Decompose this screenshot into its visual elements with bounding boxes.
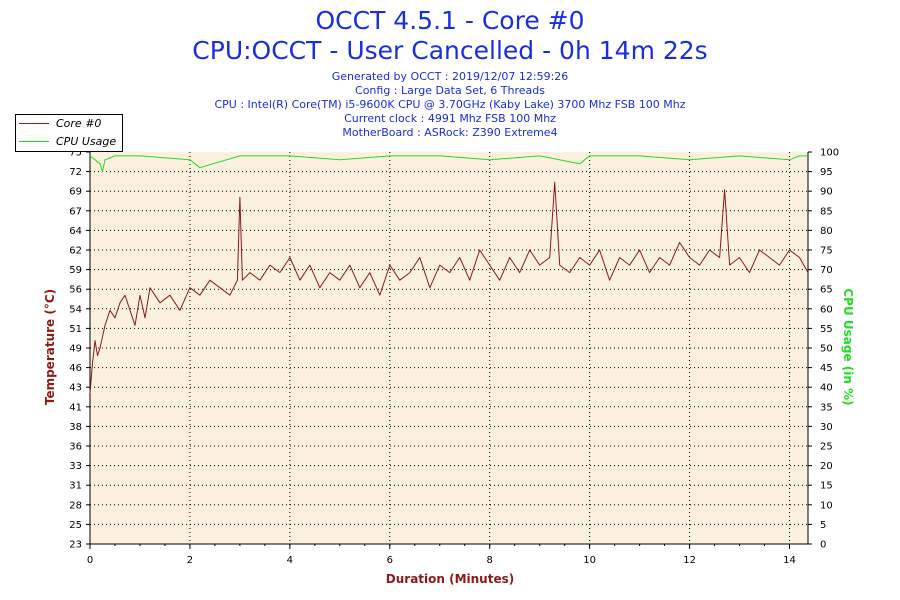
info-clock: Current clock : 4991 Mhz FSB 100 Mhz xyxy=(344,112,556,125)
series-line-cpu-usage xyxy=(89,155,808,173)
y-left-tick-label: 25 xyxy=(69,520,82,531)
y-right-tick-label: 100 xyxy=(820,148,839,159)
y-left-tick-label: 33 xyxy=(69,461,82,472)
x-tick-label: 14 xyxy=(783,555,796,566)
info-motherboard: MotherBoard : ASRock: Z390 Extreme4 xyxy=(342,126,558,139)
y-right-tick-label: 45 xyxy=(820,363,833,374)
y-right-tick-label: 10 xyxy=(820,500,833,511)
y-left-tick-label: 75 xyxy=(69,148,82,159)
y-left-tick-label: 46 xyxy=(69,363,82,374)
y-left-tick-label: 59 xyxy=(69,265,82,276)
y-left-tick-label: 49 xyxy=(69,344,82,355)
y-right-tick-label: 55 xyxy=(820,324,833,335)
y-left-tick-label: 51 xyxy=(69,324,82,335)
x-tick-label: 10 xyxy=(583,555,596,566)
y-right-tick-label: 35 xyxy=(820,402,833,413)
y-right-tick-label: 20 xyxy=(820,461,833,472)
y-left-tick-label: 41 xyxy=(69,402,82,413)
y-right-tick-label: 90 xyxy=(820,187,833,198)
y-right-tick-label: 65 xyxy=(820,285,833,296)
y-right-tick-label: 75 xyxy=(820,246,833,257)
y-right-tick-label: 0 xyxy=(820,540,826,551)
info-cpu: CPU : Intel(R) Core(TM) i5-9600K CPU @ 3… xyxy=(214,98,686,111)
y-right-tick-label: 80 xyxy=(820,226,833,237)
legend-swatch-core0 xyxy=(19,123,49,124)
y-left-tick-label: 54 xyxy=(69,304,82,315)
x-tick-label: 2 xyxy=(187,555,193,566)
y-left-tick-label: 36 xyxy=(69,442,82,453)
chart-subtitle: CPU:OCCT - User Cancelled - 0h 14m 22s xyxy=(192,36,708,65)
y-left-tick-label: 69 xyxy=(69,187,82,198)
y-right-tick-label: 60 xyxy=(820,304,833,315)
x-tick-label: 6 xyxy=(387,555,393,566)
legend-label-cpu-usage: CPU Usage xyxy=(56,135,117,148)
y-left-tick-label: 72 xyxy=(69,167,82,178)
y-axis-left-label: Temperature (°C) xyxy=(43,288,57,406)
y-right-tick-label: 15 xyxy=(820,481,833,492)
info-generated: Generated by OCCT : 2019/12/07 12:59:26 xyxy=(331,70,569,83)
y-right-tick-label: 25 xyxy=(820,442,833,453)
series-line-core0 xyxy=(89,181,809,394)
x-axis-label: Duration (Minutes) xyxy=(385,572,515,586)
y-left-tick-label: 23 xyxy=(69,540,82,551)
y-right-tick-label: 5 xyxy=(820,520,826,531)
y-axis-right-label: CPU Usage (in %) xyxy=(841,288,855,406)
info-config: Config : Large Data Set, 6 Threads xyxy=(355,84,545,97)
legend-label-core0: Core #0 xyxy=(56,117,102,130)
y-left-tick-label: 38 xyxy=(69,422,82,433)
x-tick-label: 4 xyxy=(287,555,293,566)
legend-swatch-cpu-usage xyxy=(19,141,49,142)
y-left-tick-label: 62 xyxy=(69,246,82,257)
y-right-tick-label: 85 xyxy=(820,206,833,217)
plot-background xyxy=(90,152,808,544)
legend-item-cpu-usage: CPU Usage xyxy=(16,133,122,151)
y-right-tick-label: 95 xyxy=(820,167,833,178)
y-left-tick-label: 28 xyxy=(69,500,82,511)
x-tick-label: 8 xyxy=(487,555,493,566)
y-right-tick-label: 30 xyxy=(820,422,833,433)
y-left-tick-label: 56 xyxy=(69,285,82,296)
y-left-tick-label: 43 xyxy=(69,383,82,394)
y-right-tick-label: 70 xyxy=(820,265,833,276)
y-left-tick-label: 64 xyxy=(69,226,82,237)
y-left-tick-label: 67 xyxy=(69,206,82,217)
y-right-tick-label: 50 xyxy=(820,344,833,355)
x-tick-label: 0 xyxy=(87,555,93,566)
x-tick-label: 12 xyxy=(683,555,696,566)
legend-item-core0: Core #0 xyxy=(16,115,122,133)
y-left-tick-label: 31 xyxy=(69,481,82,492)
y-right-tick-label: 40 xyxy=(820,383,833,394)
chart-legend: Core #0 CPU Usage xyxy=(15,114,123,152)
chart-title: OCCT 4.5.1 - Core #0 xyxy=(315,6,585,35)
